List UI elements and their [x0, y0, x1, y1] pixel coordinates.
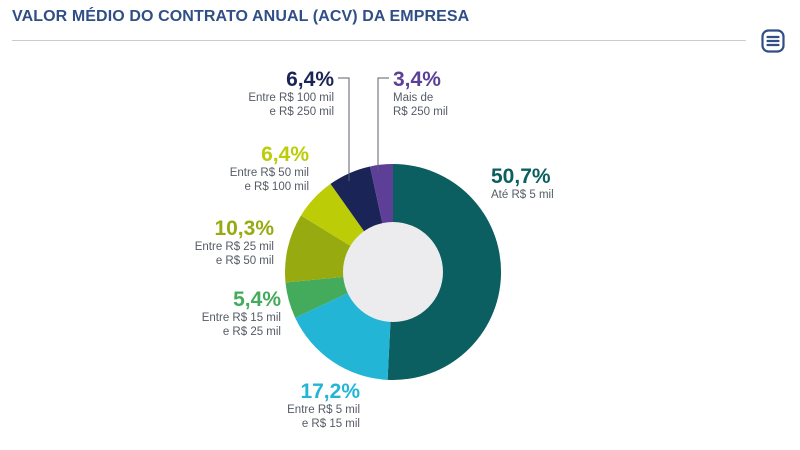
slice-category-line: e R$ 25 mil [222, 326, 281, 338]
slice-percent-label: 10,3% [214, 217, 274, 240]
slice-label-3: 5,4% Entre R$ 15 mil e R$ 25 mil [202, 289, 281, 339]
slice-label-1: 50,7% Até R$ 5 mil [491, 166, 554, 202]
donut-hole [343, 222, 443, 322]
slice-category-line: e R$ 15 mil [301, 418, 360, 430]
slice-label-4: 10,3% Entre R$ 25 mil e R$ 50 mil [195, 218, 274, 268]
slice-category-line: Entre R$ 25 mil [194, 241, 274, 253]
slice-category-line: R$ 250 mil [393, 106, 448, 118]
slice-percent-label: 6,4% [286, 68, 334, 91]
slice-label-2: 17,2% Entre R$ 5 mil e R$ 15 mil [287, 381, 360, 431]
title-divider [12, 40, 746, 41]
slice-category-label: Entre R$ 25 mil e R$ 50 mil [195, 240, 274, 268]
slice-category-line: Entre R$ 100 mil [248, 92, 334, 104]
slice-percent-label: 6,4% [261, 143, 309, 166]
slice-label-5: 6,4% Entre R$ 50 mil e R$ 100 mil [230, 144, 309, 194]
slice-category-line: Entre R$ 15 mil [201, 312, 281, 324]
slice-category-line: Entre R$ 5 mil [287, 404, 360, 416]
donut-slice-1 [387, 163, 502, 380]
slice-category-line: Mais de [393, 92, 434, 104]
slice-category-line: e R$ 250 mil [269, 106, 334, 118]
slice-category-line: e R$ 50 mil [215, 255, 274, 267]
slice-label-6: 6,4% Entre R$ 100 mil e R$ 250 mil [248, 69, 334, 119]
slice-category-label: Entre R$ 100 mil e R$ 250 mil [248, 91, 334, 119]
slice-category-label: Mais de R$ 250 mil [393, 91, 448, 119]
page-title: VALOR MÉDIO DO CONTRATO ANUAL (ACV) DA E… [12, 8, 470, 25]
slice-category-line: Entre R$ 50 mil [229, 167, 309, 179]
slice-category-label: Entre R$ 5 mil e R$ 15 mil [287, 403, 360, 431]
leader-line-6 [338, 77, 350, 181]
slice-label-7: 3,4% Mais de R$ 250 mil [393, 69, 448, 119]
slice-category-line: e R$ 100 mil [244, 181, 309, 193]
slice-percent-label: 5,4% [233, 288, 281, 311]
slice-percent-label: 3,4% [393, 68, 441, 91]
slice-category-label: Até R$ 5 mil [491, 188, 554, 202]
slice-percent-label: 50,7% [491, 165, 551, 188]
slice-category-label: Entre R$ 15 mil e R$ 25 mil [202, 311, 281, 339]
leader-line-7 [377, 77, 389, 171]
menu-lines-icon[interactable] [761, 29, 785, 53]
slice-category-line: Até R$ 5 mil [491, 189, 554, 201]
slice-percent-label: 17,2% [300, 380, 360, 403]
slice-category-label: Entre R$ 50 mil e R$ 100 mil [230, 166, 309, 194]
